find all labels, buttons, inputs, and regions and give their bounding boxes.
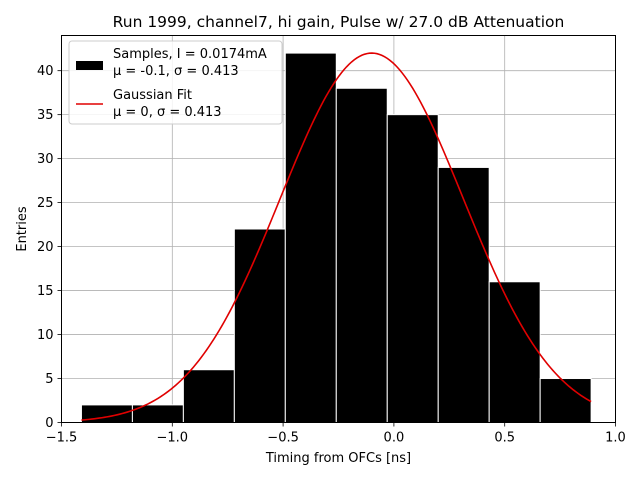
x-axis-label: Timing from OFCs [ns] xyxy=(265,451,411,466)
histogram-bars xyxy=(80,52,592,424)
legend-samples-patch xyxy=(76,61,103,70)
y-tick-label: 40 xyxy=(37,64,54,79)
histogram-bar xyxy=(284,52,337,423)
x-tick-label: 0.0 xyxy=(384,431,405,446)
x-tick-label: −1.5 xyxy=(46,431,78,446)
x-tick-label: 1.0 xyxy=(605,431,626,446)
histogram-bar xyxy=(386,114,439,423)
y-tick-label: 10 xyxy=(37,328,54,343)
histogram-bar xyxy=(335,87,388,423)
x-tick-label: 0.5 xyxy=(494,431,515,446)
fit-curve-layer xyxy=(81,52,592,421)
gaussian-fit-curve xyxy=(81,52,592,421)
legend-samples-label-line2: μ = -0.1, σ = 0.413 xyxy=(113,64,239,79)
y-tick-label: 0 xyxy=(45,416,53,431)
x-axis-ticks: −1.5 −1.0 −0.5 0.0 0.5 1.0 xyxy=(46,422,626,446)
x-tick-label: −0.5 xyxy=(267,431,299,446)
y-tick-label: 25 xyxy=(37,196,54,211)
legend-samples-label-line1: Samples, I = 0.0174mA xyxy=(113,47,267,62)
plot-frame xyxy=(61,35,616,423)
y-axis-ticks: 0 5 10 15 20 25 30 35 40 xyxy=(37,64,62,431)
y-tick-label: 35 xyxy=(37,108,54,123)
legend: Samples, I = 0.0174mA μ = -0.1, σ = 0.41… xyxy=(68,40,283,125)
histogram-bar xyxy=(539,378,592,424)
y-tick-label: 5 xyxy=(45,372,53,387)
y-axis-label: Entries xyxy=(15,206,30,252)
legend-fit-label-line2: μ = 0, σ = 0.413 xyxy=(113,105,222,120)
legend-frame xyxy=(68,40,283,125)
x-tick-label: −1.0 xyxy=(157,431,189,446)
histogram-bar xyxy=(233,228,286,423)
histogram-bar xyxy=(437,166,490,423)
y-tick-label: 20 xyxy=(37,240,54,255)
y-tick-label: 30 xyxy=(37,152,54,167)
legend-fit-label-line1: Gaussian Fit xyxy=(113,88,192,103)
y-tick-label: 15 xyxy=(37,284,54,299)
chart-title: Run 1999, channel7, hi gain, Pulse w/ 27… xyxy=(113,13,565,31)
histogram-bar xyxy=(488,281,541,424)
histogram-bar xyxy=(182,369,235,423)
